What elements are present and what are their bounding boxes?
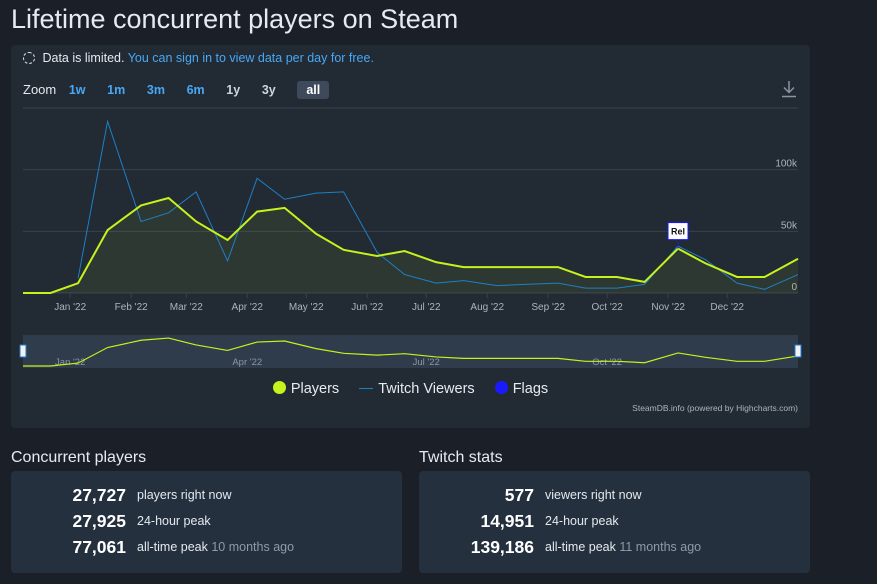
limited-text: Data is limited. [42,51,125,65]
stat-row: 27,925 24-hour peak [11,511,402,533]
navigator-handle[interactable] [794,344,802,358]
zoom-label: Zoom [23,82,57,97]
players-all-time-peak-text: all-time peak [137,540,208,554]
viewers-24h-peak-label: 24-hour peak [545,514,619,528]
x-tick-label: Nov '22 [651,302,685,313]
navigator-handle[interactable] [19,344,27,358]
zoom-1w-button[interactable]: 1w [68,83,86,97]
stat-row: 14,951 24-hour peak [419,511,810,533]
legend-twitch-label: Twitch Viewers [378,381,475,397]
twitch-stats-card: 577 viewers right now 14,951 24-hour pea… [419,471,810,573]
x-tick-label: May '22 [289,302,324,313]
twitch-legend-line [359,388,374,389]
x-tick-label: Sep '22 [531,302,565,313]
viewers-all-time-peak-ago: 11 months ago [619,540,702,554]
viewers-now-label: viewers right now [545,488,642,502]
zoom-3m-button[interactable]: 3m [146,83,165,97]
viewers-24h-peak-value: 14,951 [480,511,534,531]
legend-players[interactable]: Players [272,381,340,397]
x-tick-label: Aug '22 [470,302,504,313]
stat-row: 139,186 all-time peak 11 months ago [419,537,810,559]
players-24h-peak-value: 27,925 [72,511,126,531]
players-area [23,198,798,293]
viewers-now-value: 577 [504,485,534,505]
twitch-stats-title: Twitch stats [419,449,503,466]
page-title: Lifetime concurrent players on Steam [11,4,459,34]
dashed-circle-icon [23,52,35,64]
viewers-all-time-peak-label: all-time peak 11 months ago [545,540,701,554]
zoom-3y-button[interactable]: 3y [261,83,276,97]
sign-in-link[interactable]: You can sign in to view data per day for… [127,51,374,65]
x-tick-label: Jul '22 [412,302,441,313]
concurrent-players-card: 27,727 players right now 27,925 24-hour … [11,471,402,573]
navigator-tick-label: Jul '22 [413,357,440,368]
x-tick-label: Mar '22 [170,302,203,313]
players-now-value: 27,727 [72,485,126,505]
players-legend-dot [272,381,286,394]
players-24h-peak-label: 24-hour peak [137,514,211,528]
navigator-tick-label: Oct '22 [592,357,622,368]
concurrent-players-title: Concurrent players [11,449,147,466]
navigator-range[interactable] [23,335,798,368]
x-tick-label: Oct '22 [592,302,624,313]
zoom-1y-button[interactable]: 1y [226,83,241,97]
viewers-all-time-peak-value: 139,186 [470,537,534,557]
viewers-all-time-peak-text: all-time peak [545,540,616,554]
stat-row: 27,727 players right now [11,485,402,507]
x-tick-label: Jun '22 [351,302,383,313]
x-tick-label: Dec '22 [710,302,744,313]
chart-card: Data is limited. You can sign in to view… [11,45,810,428]
chart-legend: Players Twitch Viewers Flags [11,381,810,397]
legend-flags[interactable]: Flags [494,381,549,397]
players-line[interactable] [23,196,799,294]
y-tick-label: 0 [791,282,797,293]
zoom-all-button[interactable]: all [297,81,330,99]
zoom-6m-button[interactable]: 6m [186,83,205,97]
players-all-time-peak-value: 77,061 [72,537,126,557]
chart-plot: 0 50k 100k Jan '22 Feb '22 Mar '22 Apr '22 May … [19,107,802,368]
legend-flags-label: Flags [512,381,549,397]
download-icon[interactable] [780,79,798,99]
navigator-tick-label: Jan '22 [55,357,85,368]
legend-twitch-viewers[interactable]: Twitch Viewers [359,381,475,397]
legend-players-label: Players [290,381,340,397]
navigator-tick-label: Apr '22 [232,357,262,368]
flag-marker[interactable] [667,222,689,241]
flag-label: Rel [671,227,685,237]
stat-row: 577 viewers right now [419,485,810,507]
chart-credits[interactable]: SteamDB.info (powered by Highcharts.com) [632,403,798,413]
players-all-time-peak-label: all-time peak 10 months ago [137,540,294,554]
flags-legend-dot [494,381,508,394]
navigator-players-line [23,337,799,367]
zoom-1m-button[interactable]: 1m [107,83,126,97]
stat-row: 77,061 all-time peak 10 months ago [11,537,402,559]
zoom-controls: Zoom 1w 1m 3m 6m 1y 3y all [23,81,330,99]
x-tick-label: Apr '22 [232,302,264,313]
x-tick-label: Feb '22 [115,302,148,313]
y-tick-label: 50k [781,220,798,231]
y-tick-label: 100k [775,159,798,170]
players-all-time-peak-ago: 10 months ago [211,540,295,554]
x-tick-label: Jan '22 [54,302,86,313]
players-now-label: players right now [137,488,232,502]
data-limited-notice: Data is limited. You can sign in to view… [23,51,374,65]
